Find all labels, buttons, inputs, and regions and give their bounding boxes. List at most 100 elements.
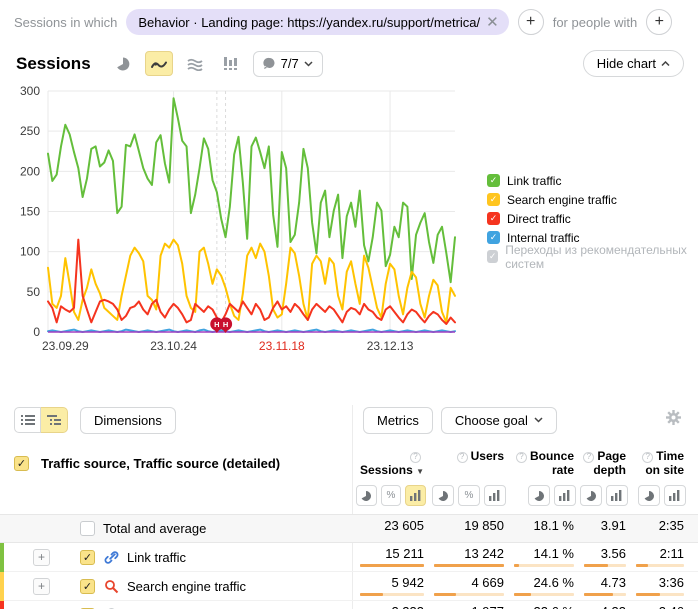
metric-bar bbox=[434, 593, 504, 596]
metric-value: 4.73 bbox=[584, 575, 626, 590]
legend-item-4[interactable]: ✓Переходы из рекомендательных систем bbox=[487, 247, 698, 266]
metric-bar bbox=[584, 593, 626, 596]
table-body: Total and average23 60519 85018.1 %3.912… bbox=[0, 514, 698, 609]
chart-type-stacked-button[interactable] bbox=[181, 51, 209, 76]
help-question-icon[interactable]: ? bbox=[410, 452, 421, 463]
bar-view-button[interactable] bbox=[664, 485, 686, 506]
hide-chart-button[interactable]: Hide chart bbox=[583, 50, 684, 77]
chip-close-icon[interactable]: ✕ bbox=[486, 15, 499, 30]
metric-display-mode-row: %% bbox=[0, 485, 698, 514]
chevron-down-icon bbox=[534, 417, 543, 423]
comments-dropdown[interactable]: 7/7 bbox=[253, 51, 323, 77]
list-view-button[interactable] bbox=[14, 407, 41, 433]
legend-checkbox-icon[interactable]: ✓ bbox=[487, 174, 500, 187]
choose-goal-dropdown[interactable]: Choose goal bbox=[441, 407, 557, 434]
metric-value-cell: 2 233 bbox=[352, 601, 426, 609]
metric-value: 5 942 bbox=[360, 575, 424, 590]
dimensions-button[interactable]: Dimensions bbox=[80, 407, 176, 434]
row-label[interactable]: Link traffic bbox=[127, 550, 186, 565]
help-question-icon[interactable]: ? bbox=[457, 452, 468, 463]
expand-row-button[interactable]: + bbox=[33, 549, 50, 566]
chevron-up-icon bbox=[661, 61, 670, 67]
chart-type-line-button[interactable] bbox=[145, 51, 173, 76]
metric-value-cell: 3.91 bbox=[576, 515, 628, 542]
percent-view-button[interactable]: % bbox=[381, 485, 402, 506]
column-header-page-depth[interactable]: ?Page depth bbox=[576, 447, 628, 479]
choose-goal-label: Choose goal bbox=[455, 413, 528, 428]
metric-value-cell: 2:46 bbox=[628, 601, 686, 609]
chart-type-columns-button[interactable] bbox=[217, 51, 245, 76]
help-question-icon[interactable]: ? bbox=[642, 452, 653, 463]
add-people-filter-button[interactable]: + bbox=[646, 9, 672, 35]
column-header-bounce-rate[interactable]: ?Bounce rate bbox=[506, 447, 576, 479]
metric-value-cell: 24.6 % bbox=[506, 572, 576, 600]
svg-text:0: 0 bbox=[33, 325, 40, 339]
svg-text:23.12.13: 23.12.13 bbox=[367, 339, 414, 353]
select-all-checkbox[interactable]: ✓ bbox=[14, 456, 29, 471]
help-question-icon[interactable]: ? bbox=[516, 452, 527, 463]
bar-view-button[interactable] bbox=[405, 485, 426, 506]
legend-checkbox-icon[interactable]: ✓ bbox=[487, 193, 500, 206]
metric-value-cell: 3.56 bbox=[576, 543, 628, 571]
column-header-users[interactable]: ?Users bbox=[426, 447, 506, 479]
filter-chip[interactable]: Behavior · Landing page: https://yandex.… bbox=[126, 9, 508, 35]
help-question-icon[interactable]: ? bbox=[583, 452, 594, 463]
svg-text:23.11.18: 23.11.18 bbox=[259, 339, 305, 353]
metric-value: 2:11 bbox=[636, 546, 684, 561]
legend-checkbox-icon[interactable]: ✓ bbox=[487, 250, 498, 263]
bar-view-button[interactable] bbox=[606, 485, 628, 506]
svg-text:50: 50 bbox=[27, 285, 41, 299]
row-checkbox[interactable]: ✓ bbox=[80, 579, 95, 594]
pie-view-button[interactable] bbox=[432, 485, 454, 506]
svg-text:Н: Н bbox=[223, 320, 228, 329]
metric-value: 1 977 bbox=[434, 604, 504, 609]
metric-value-cell: 15 211 bbox=[352, 543, 426, 571]
legend-item-1[interactable]: ✓Search engine traffic bbox=[487, 190, 698, 209]
metric-value-cell: 2:11 bbox=[628, 543, 686, 571]
expand-row-button[interactable]: + bbox=[33, 578, 50, 595]
metric-value: 19 850 bbox=[434, 518, 504, 533]
metric-bar bbox=[514, 564, 574, 567]
legend-checkbox-icon[interactable]: ✓ bbox=[487, 231, 500, 244]
percent-view-button[interactable]: % bbox=[458, 485, 480, 506]
metric-value: 3:36 bbox=[636, 575, 684, 590]
column-header-sessions[interactable]: ?Sessions ▼ bbox=[352, 447, 426, 479]
legend-checkbox-icon[interactable]: ✓ bbox=[487, 212, 500, 225]
legend-item-0[interactable]: ✓Link traffic bbox=[487, 171, 698, 190]
metrics-button[interactable]: Metrics bbox=[363, 407, 433, 434]
metric-value-cell: 2:35 bbox=[628, 515, 686, 542]
metric-value: 18.1 % bbox=[514, 518, 574, 533]
bar-view-button[interactable] bbox=[484, 485, 506, 506]
dimension-cell: + ✓ Link traffic bbox=[0, 543, 352, 571]
bar-view-button[interactable] bbox=[554, 485, 576, 506]
dimension-header-cell: ✓ Traffic source, Traffic source (detail… bbox=[0, 447, 352, 479]
viz-group: % bbox=[352, 485, 426, 506]
row-checkbox[interactable]: ✓ bbox=[80, 550, 95, 565]
metric-bar bbox=[514, 593, 574, 596]
legend-label: Direct traffic bbox=[507, 212, 571, 226]
table-settings-gear-icon[interactable] bbox=[665, 409, 682, 426]
metric-bar bbox=[434, 564, 504, 567]
hide-chart-label: Hide chart bbox=[597, 56, 656, 71]
metric-value: 4 669 bbox=[434, 575, 504, 590]
metric-value-cell: 4 669 bbox=[426, 572, 506, 600]
metric-value-cell: 4.73 bbox=[576, 572, 628, 600]
tree-view-button[interactable] bbox=[41, 407, 68, 433]
row-label[interactable]: Search engine traffic bbox=[127, 579, 246, 594]
legend-item-2[interactable]: ✓ Direct traffic bbox=[487, 209, 698, 228]
pie-view-button[interactable] bbox=[356, 485, 377, 506]
table-row: + ✓ Link traffic 15 21113 24214.1 %3.56 2:11 bbox=[0, 543, 698, 572]
metric-value: 2:46 bbox=[636, 604, 684, 609]
metric-value-cell: 13 242 bbox=[426, 543, 506, 571]
svg-text:100: 100 bbox=[20, 245, 40, 259]
add-session-filter-button[interactable]: + bbox=[518, 9, 544, 35]
table-header-row: ✓ Traffic source, Traffic source (detail… bbox=[0, 447, 698, 479]
pie-view-button[interactable] bbox=[638, 485, 660, 506]
column-header-time-on-site[interactable]: ?Time on site bbox=[628, 447, 686, 479]
table-row: ✓Direct traffic2 2331 97722.6 %4.332:46 bbox=[0, 601, 698, 609]
pie-view-button[interactable] bbox=[528, 485, 550, 506]
row-checkbox[interactable] bbox=[80, 521, 95, 536]
metric-value-cell: 14.1 % bbox=[506, 543, 576, 571]
chart-type-pie-button[interactable] bbox=[109, 51, 137, 76]
pie-view-button[interactable] bbox=[580, 485, 602, 506]
